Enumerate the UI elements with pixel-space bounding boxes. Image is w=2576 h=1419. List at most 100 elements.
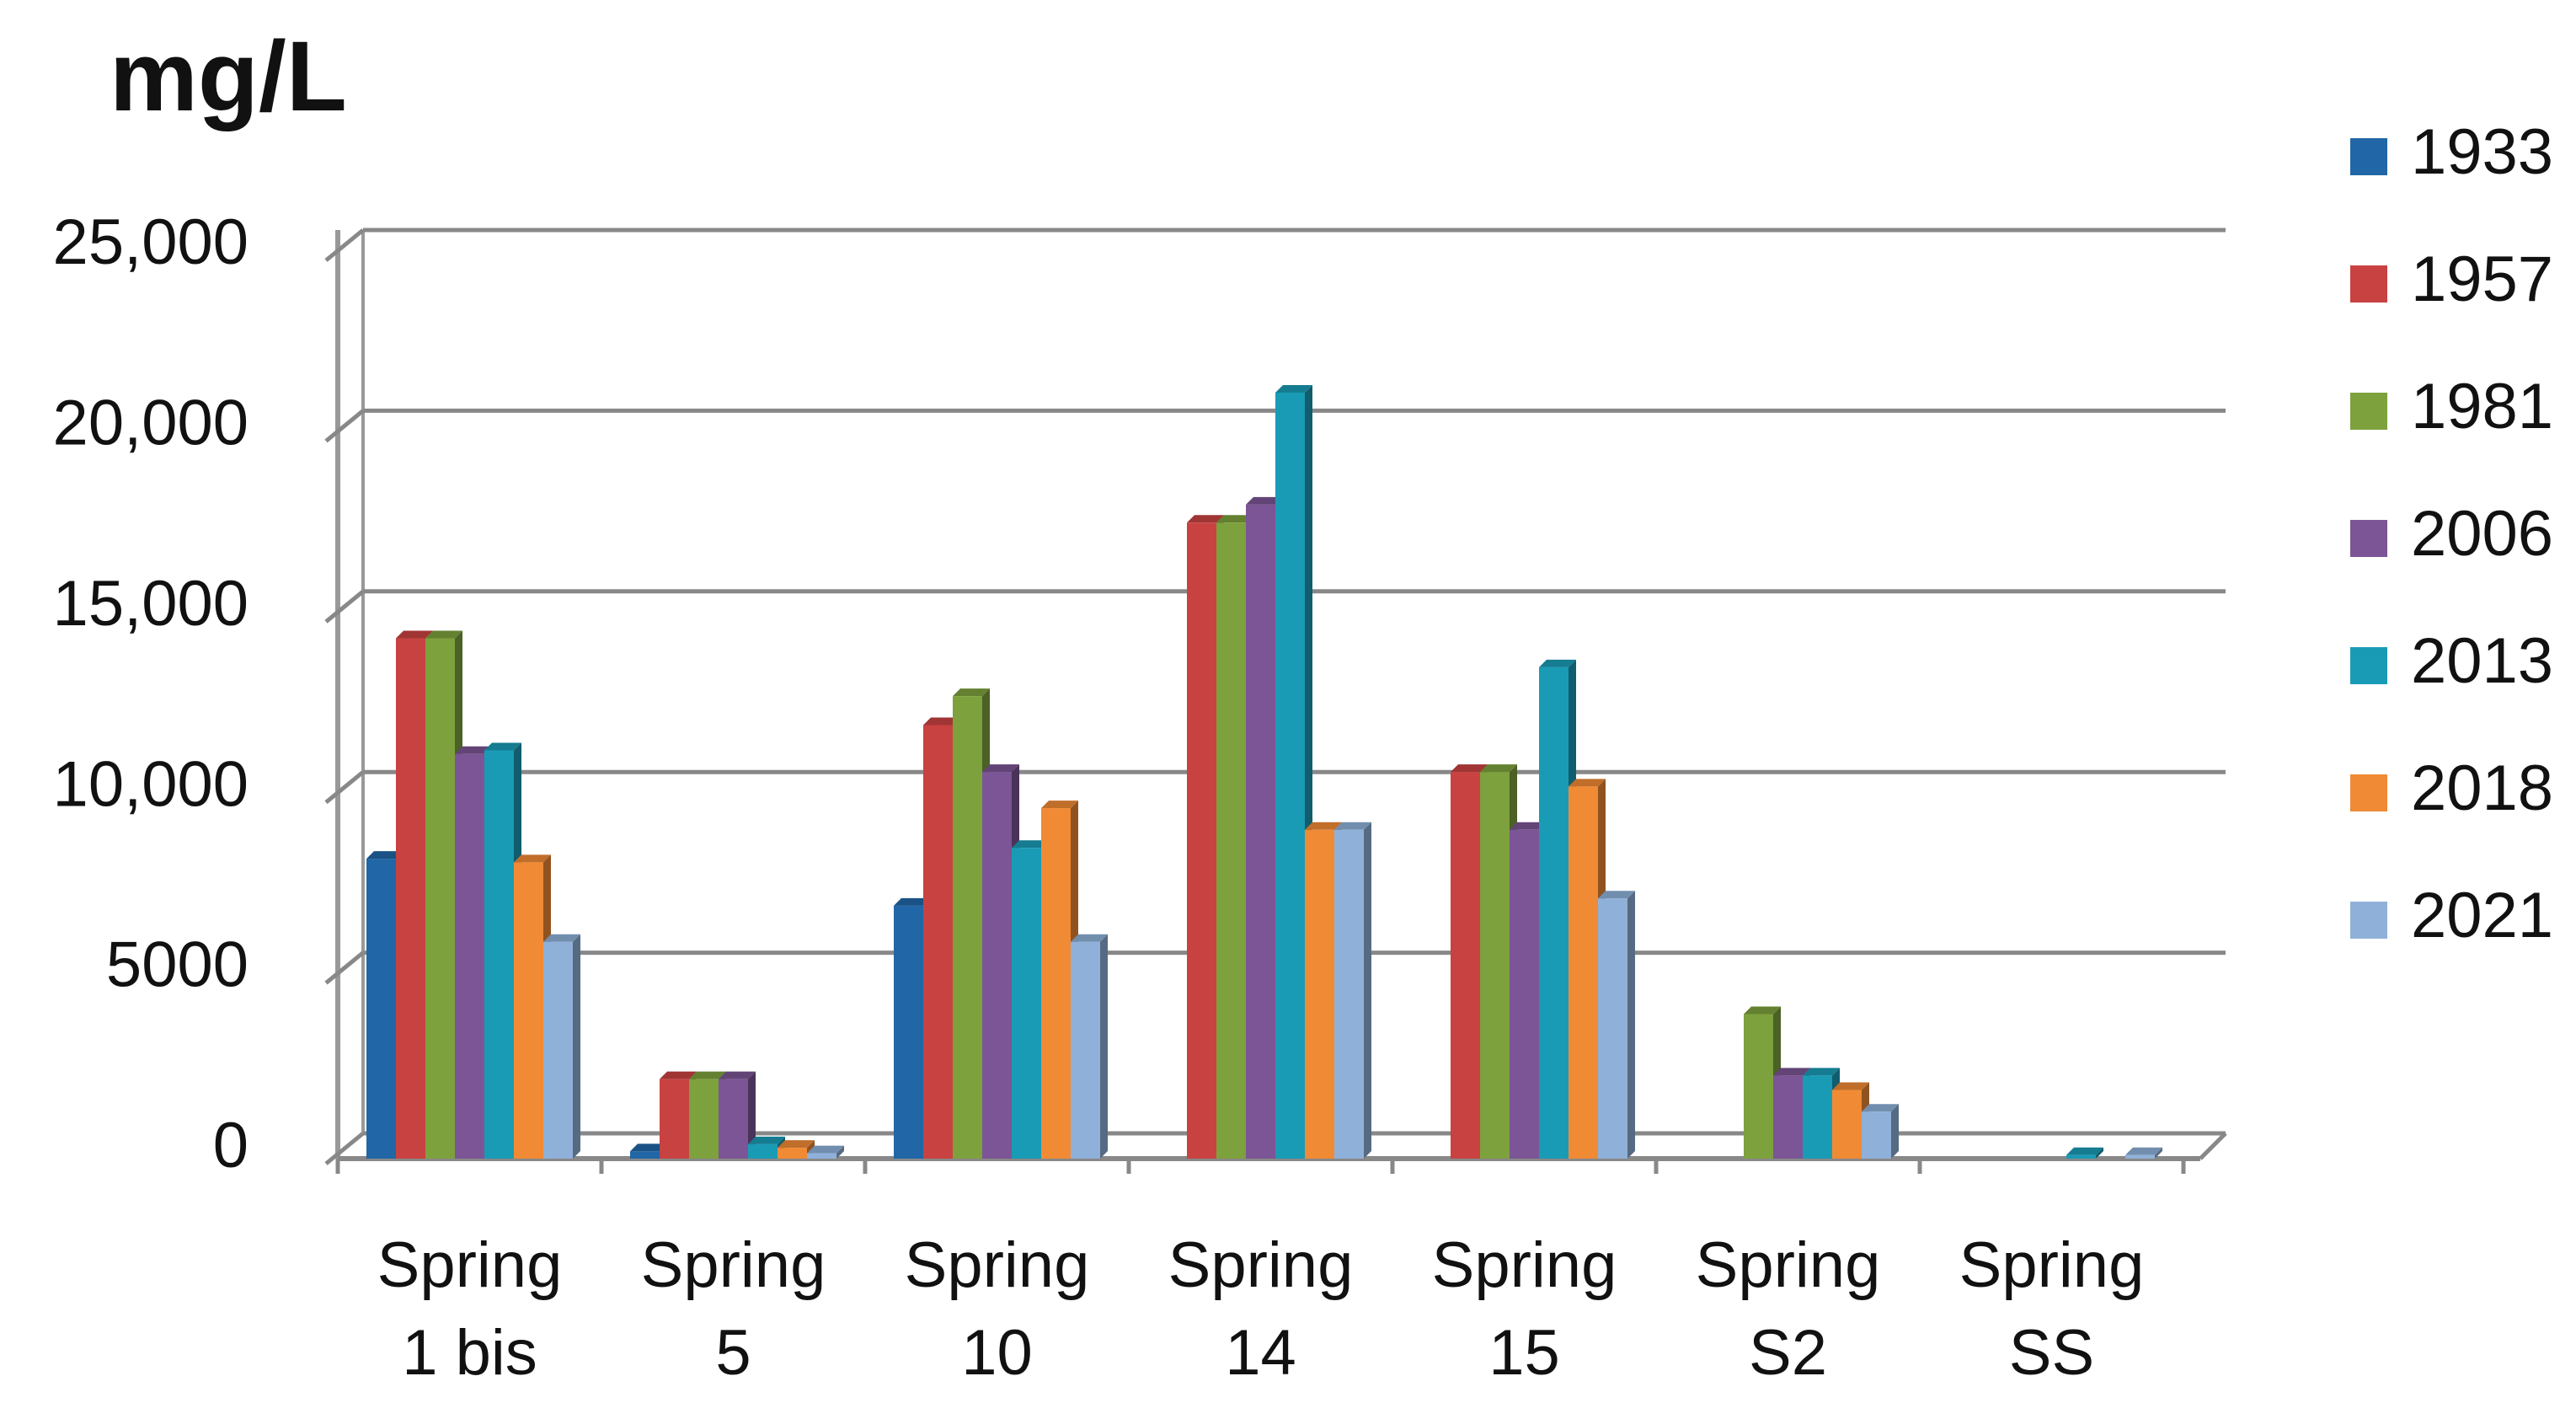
bar [923,725,953,1159]
bar-top [719,1071,756,1079]
bar-top [748,1136,785,1144]
bar [953,696,982,1159]
bar-top [894,897,931,906]
y-tick-label: 15,000 [53,568,249,640]
bar-top [2066,1147,2103,1155]
bar-top [1480,764,1517,773]
bar-top [1451,764,1488,773]
bar [807,1153,836,1159]
bar [1275,392,1305,1159]
legend-label: 1933 [2411,116,2553,188]
legend-label: 2006 [2411,498,2553,570]
bar-top [630,1143,667,1152]
bar [1510,829,1539,1159]
bar [1012,848,1041,1159]
bar-top [689,1071,726,1079]
bar [396,638,425,1159]
x-tick-label: Spring 14 [1168,1229,1354,1389]
y-tick-label: 0 [213,1110,249,1181]
tick-mark [324,950,365,985]
bar-top [1832,1082,1869,1090]
bar-top [1744,1006,1781,1015]
bar [1832,1090,1862,1159]
bar [1569,786,1598,1159]
tick-mark [324,228,365,262]
bar [982,772,1012,1159]
x-tick-label: Spring 15 [1431,1229,1617,1389]
bar [719,1079,748,1159]
bar-top [514,854,551,863]
bar [1862,1111,1891,1159]
bar-top [1539,659,1576,667]
bar-top [543,934,580,942]
x-tick-label: Spring S2 [1695,1229,1881,1389]
bar-top [923,717,960,726]
bar [366,859,396,1159]
bar-top [1598,891,1635,899]
bar [2125,1154,2155,1159]
bar [2066,1154,2096,1159]
x-tick-label: Spring SS [1959,1229,2145,1389]
bar-top [807,1145,844,1154]
legend-swatch [2350,902,2387,939]
bar-top [1246,496,1283,505]
bar-top [396,630,433,639]
bar-top [1275,384,1312,393]
x-tick-label: Spring 10 [904,1229,1090,1389]
bar-side [573,934,580,1159]
bar [778,1148,807,1159]
tick-mark [324,589,365,624]
bar-top [953,688,990,697]
legend-swatch [2350,520,2387,557]
y-tick-label: 10,000 [53,748,249,820]
bar-top [1803,1068,1840,1076]
bar [1041,808,1071,1159]
bar [1451,772,1480,1159]
bar-top [1041,801,1078,809]
legend-swatch [2350,774,2387,811]
bar-side [2155,1147,2162,1159]
bar-side [1891,1104,1899,1159]
chart-title: mg/L [110,21,347,132]
x-tick-label: Spring 5 [640,1229,826,1389]
bar-side [836,1145,844,1159]
y-tick-label: 20,000 [53,387,249,458]
bar [1539,667,1569,1159]
bar [1216,522,1246,1159]
bar [484,750,514,1159]
legend-swatch [2350,393,2387,430]
bar-side [1627,891,1635,1159]
bar-top [1216,515,1253,523]
bar [630,1151,660,1159]
bar-top [660,1071,697,1079]
bar-top [425,630,462,639]
bar [1598,898,1627,1159]
bar-top [982,764,1019,773]
bar-top [455,746,492,754]
bar-side [748,1071,756,1159]
bar-top [2125,1147,2162,1155]
legend-label: 2021 [2411,880,2553,951]
bar [1246,504,1275,1159]
bar-top [778,1140,815,1149]
bar-top [366,851,404,859]
bar-top [1305,822,1342,830]
bar [543,941,573,1159]
bar-top [1071,934,1108,942]
legend-label: 1981 [2411,371,2553,442]
bar [1773,1075,1803,1159]
bar [455,753,484,1159]
bar-side [1364,822,1371,1159]
x-axis-back [2199,1132,2227,1160]
y-tick-label: 5000 [106,929,249,1001]
bar-side [1100,934,1108,1159]
legend-swatch [2350,138,2387,175]
bar [689,1079,719,1159]
x-tick-label: Spring 1 bis [377,1229,563,1389]
bar [514,862,543,1159]
bar [1187,522,1216,1159]
legend-swatch [2350,647,2387,684]
legend-swatch [2350,265,2387,303]
